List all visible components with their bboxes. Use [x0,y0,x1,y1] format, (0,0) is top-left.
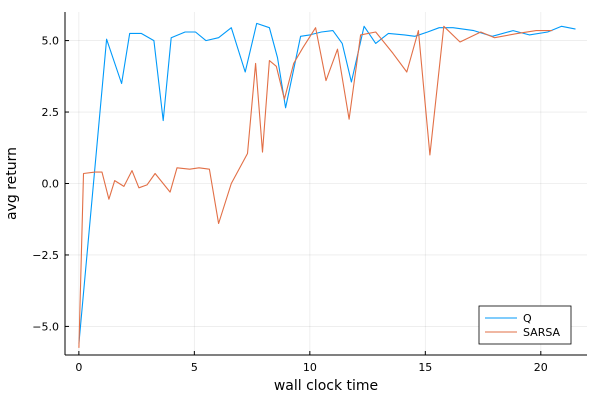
legend-box [478,305,572,345]
x-tick-label: 5 [191,361,198,374]
series-lines [78,22,576,348]
y-axis-ticks: −5.0 −2.5 0.0 2.5 5.0 [32,35,69,333]
y-tick-label: 5.0 [42,35,60,48]
x-axis-title: wall clock time [274,378,378,394]
series-line-sarsa [78,25,553,348]
legend-label-q: Q [523,312,532,325]
y-axis-title: avg return [4,147,20,220]
x-tick-label: 20 [534,361,548,374]
x-tick-label: 10 [303,361,317,374]
series-line-q [78,22,576,344]
y-tick-label: 2.5 [42,106,60,119]
grid [65,12,587,355]
x-axis-ticks: 0 5 10 15 20 [75,351,548,374]
x-tick-label: 15 [418,361,432,374]
legend-label-sarsa: SARSA [523,326,561,339]
x-tick-label: 0 [75,361,82,374]
y-tick-label: −2.5 [32,249,59,262]
y-tick-label: −5.0 [32,320,59,333]
y-tick-label: 0.0 [42,178,60,191]
